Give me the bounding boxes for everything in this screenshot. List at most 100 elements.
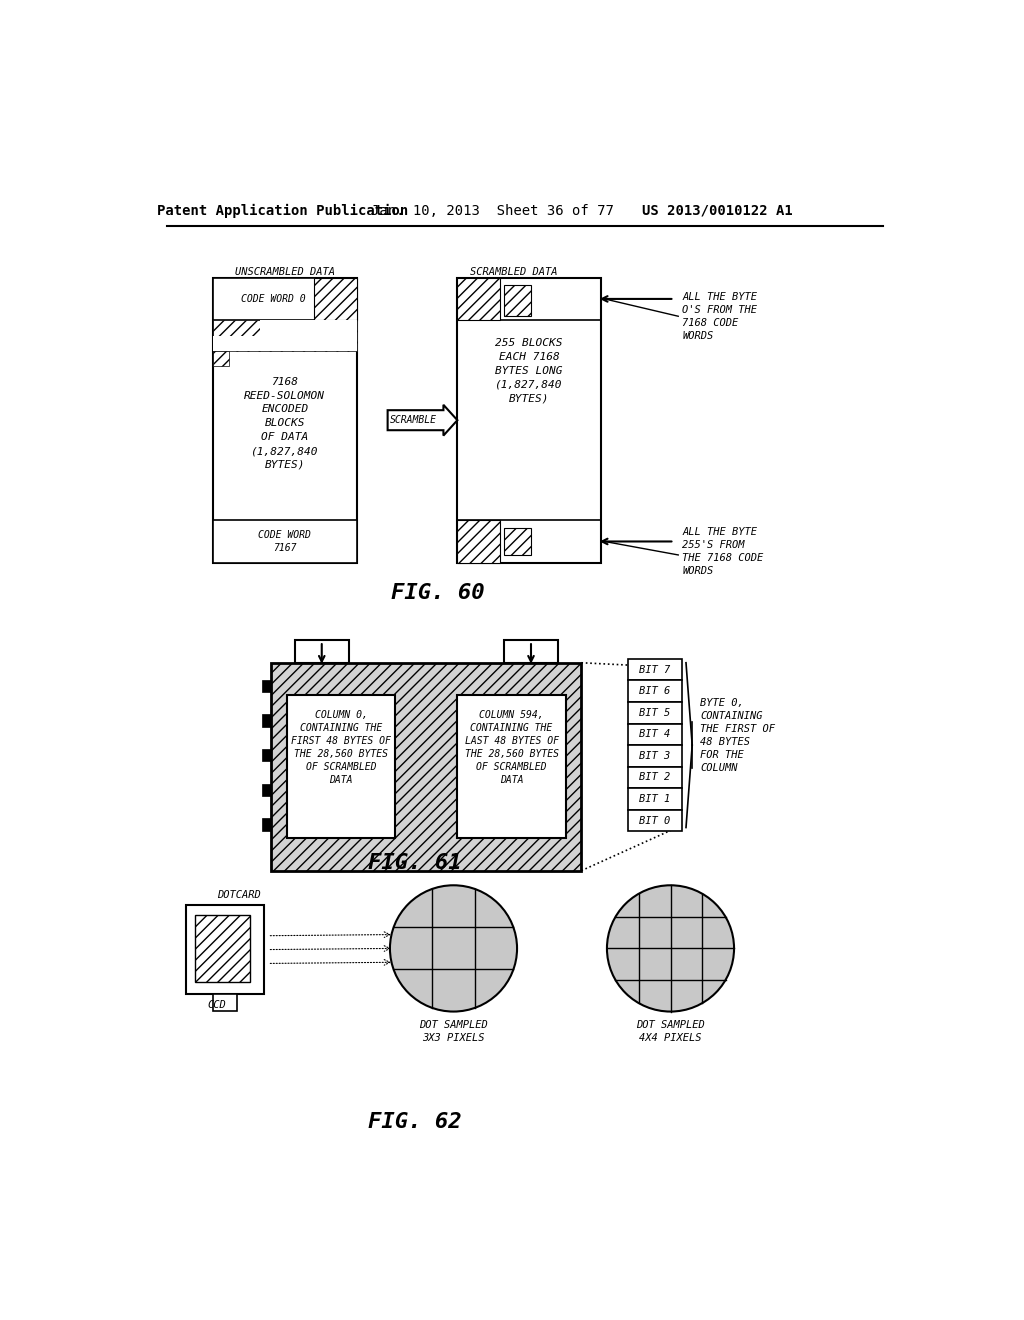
- Text: SCRAMBLE: SCRAMBLE: [390, 416, 436, 425]
- Text: FIG. 61: FIG. 61: [368, 853, 462, 873]
- Text: Patent Application Publication: Patent Application Publication: [158, 203, 409, 218]
- Bar: [262, 714, 271, 726]
- Text: US 2013/0010122 A1: US 2013/0010122 A1: [642, 203, 793, 218]
- Text: THE FIRST OF: THE FIRST OF: [700, 723, 775, 734]
- Bar: [458, 520, 500, 562]
- Text: FIRST 48 BYTES OF: FIRST 48 BYTES OF: [291, 737, 391, 746]
- Bar: [628, 767, 682, 788]
- Bar: [213, 351, 228, 367]
- Text: (1,827,840: (1,827,840: [496, 380, 563, 389]
- Text: THE 7168 CODE: THE 7168 CODE: [682, 553, 763, 564]
- Text: LAST 48 BYTES OF: LAST 48 BYTES OF: [465, 737, 559, 746]
- Text: COLUMN 594,: COLUMN 594,: [479, 710, 544, 719]
- Bar: [628, 681, 682, 702]
- Bar: [262, 784, 271, 796]
- Bar: [213, 520, 356, 562]
- Text: BYTES): BYTES): [264, 459, 305, 470]
- Text: BYTES LONG: BYTES LONG: [496, 366, 563, 376]
- Bar: [262, 818, 271, 830]
- Text: BIT 1: BIT 1: [639, 795, 671, 804]
- Text: 255 BLOCKS: 255 BLOCKS: [496, 338, 563, 348]
- Text: ALL THE BYTE: ALL THE BYTE: [682, 527, 757, 537]
- Text: COLUMN: COLUMN: [700, 763, 737, 774]
- Text: BIT 2: BIT 2: [639, 772, 671, 783]
- Text: BIT 5: BIT 5: [639, 708, 671, 718]
- Circle shape: [607, 886, 734, 1011]
- Text: UNSCRAMBLED DATA: UNSCRAMBLED DATA: [234, 267, 335, 277]
- Bar: [213, 994, 237, 1011]
- Text: BYTE 0,: BYTE 0,: [700, 698, 743, 708]
- Text: REED-SOLOMON: REED-SOLOMON: [245, 391, 326, 400]
- Text: DATA: DATA: [330, 775, 353, 785]
- Text: (1,827,840: (1,827,840: [251, 446, 318, 455]
- Text: DOT SAMPLED: DOT SAMPLED: [636, 1020, 705, 1031]
- Bar: [458, 277, 500, 321]
- Text: BIT 4: BIT 4: [639, 730, 671, 739]
- Text: BIT 0: BIT 0: [639, 816, 671, 825]
- Text: BIT 6: BIT 6: [639, 686, 671, 696]
- Bar: [213, 335, 260, 351]
- Bar: [262, 680, 271, 692]
- Bar: [628, 723, 682, 744]
- Text: DATA: DATA: [500, 775, 523, 785]
- Bar: [262, 748, 271, 762]
- Text: BYTES): BYTES): [509, 393, 549, 404]
- Text: 7168: 7168: [271, 376, 298, 387]
- Text: DOT SAMPLED: DOT SAMPLED: [419, 1020, 487, 1031]
- Text: SCRAMBLED DATA: SCRAMBLED DATA: [470, 267, 557, 277]
- Text: OF SCRAMBLED: OF SCRAMBLED: [306, 762, 377, 772]
- Text: THE 28,560 BYTES: THE 28,560 BYTES: [465, 748, 559, 759]
- Text: DOTCARD: DOTCARD: [217, 890, 261, 899]
- Text: 255'S FROM: 255'S FROM: [682, 540, 744, 550]
- Text: ENCODED: ENCODED: [261, 404, 308, 414]
- Text: FOR THE: FOR THE: [700, 750, 743, 760]
- Bar: [628, 744, 682, 767]
- Text: CONTAINING THE: CONTAINING THE: [470, 723, 553, 733]
- Text: BIT 3: BIT 3: [639, 751, 671, 760]
- FancyArrow shape: [388, 405, 458, 436]
- Text: EACH 7168: EACH 7168: [499, 352, 559, 362]
- Bar: [186, 906, 263, 994]
- Bar: [628, 810, 682, 832]
- Bar: [314, 277, 356, 321]
- Text: WORDS: WORDS: [682, 566, 714, 576]
- Text: CODE WORD: CODE WORD: [258, 531, 311, 540]
- Text: WORDS: WORDS: [682, 331, 714, 342]
- Text: CONTAINING THE: CONTAINING THE: [300, 723, 382, 733]
- Bar: [287, 696, 395, 838]
- Text: CCD: CCD: [208, 1001, 226, 1010]
- Text: 7167: 7167: [273, 543, 297, 553]
- Text: COLUMN 0,: COLUMN 0,: [314, 710, 368, 719]
- Bar: [196, 915, 250, 982]
- Bar: [504, 528, 531, 554]
- Text: 4X4 PIXELS: 4X4 PIXELS: [639, 1032, 701, 1043]
- Bar: [213, 321, 356, 351]
- Text: 3X3 PIXELS: 3X3 PIXELS: [422, 1032, 484, 1043]
- Bar: [295, 640, 349, 663]
- Circle shape: [390, 886, 517, 1011]
- Text: O'S FROM THE: O'S FROM THE: [682, 305, 757, 315]
- Bar: [504, 640, 558, 663]
- Text: OF SCRAMBLED: OF SCRAMBLED: [476, 762, 547, 772]
- Text: BLOCKS: BLOCKS: [264, 418, 305, 428]
- Text: CODE WORD 0: CODE WORD 0: [241, 294, 305, 304]
- Bar: [260, 321, 356, 351]
- Bar: [628, 788, 682, 809]
- Text: ALL THE BYTE: ALL THE BYTE: [682, 292, 757, 302]
- Bar: [458, 277, 601, 562]
- Bar: [628, 659, 682, 681]
- Text: Jan. 10, 2013  Sheet 36 of 77: Jan. 10, 2013 Sheet 36 of 77: [371, 203, 613, 218]
- Bar: [271, 663, 582, 871]
- Text: FIG. 60: FIG. 60: [391, 583, 484, 603]
- Text: FIG. 62: FIG. 62: [368, 1113, 462, 1133]
- Bar: [213, 277, 356, 321]
- Text: 7168 CODE: 7168 CODE: [682, 318, 738, 329]
- Text: 48 BYTES: 48 BYTES: [700, 737, 750, 747]
- Text: OF DATA: OF DATA: [261, 432, 308, 442]
- Bar: [628, 702, 682, 723]
- Bar: [504, 285, 531, 317]
- Text: CONTAINING: CONTAINING: [700, 711, 763, 721]
- Bar: [213, 277, 356, 562]
- Text: BIT 7: BIT 7: [639, 665, 671, 675]
- Bar: [458, 696, 566, 838]
